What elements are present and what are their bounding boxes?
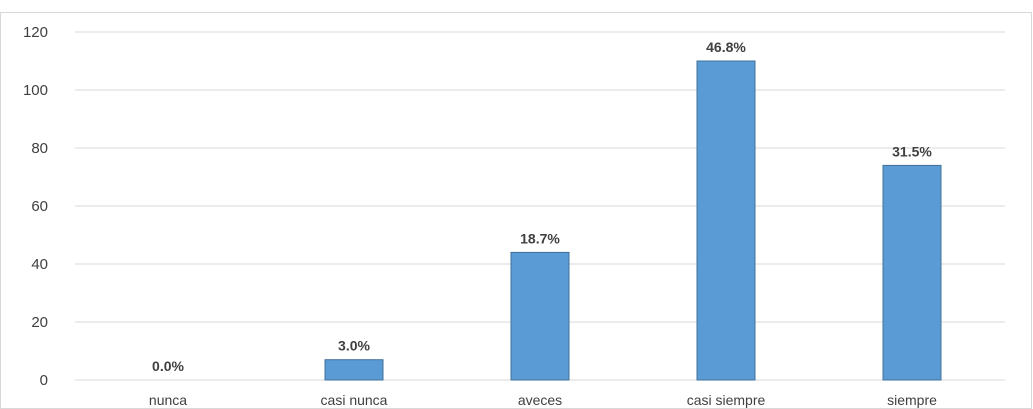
bar-siempre	[882, 164, 942, 381]
bars	[324, 60, 942, 381]
data-label: 31.5%	[892, 143, 932, 159]
data-label: 46.8%	[706, 39, 746, 55]
x-axis-categories: nunca casi nunca aveces casi siempre siempre	[149, 392, 937, 408]
x-category-label: aveces	[518, 392, 562, 408]
y-tick-label: 80	[31, 140, 48, 157]
bar-casi-siempre	[696, 60, 756, 381]
y-tick-label: 0	[40, 372, 48, 389]
y-axis-ticks: 0 20 40 60 80 100 120	[23, 24, 48, 389]
x-category-label: casi siempre	[687, 392, 766, 408]
data-label: 18.7%	[520, 230, 560, 246]
data-label: 3.0%	[338, 338, 370, 354]
data-label: 0.0%	[152, 358, 184, 374]
gridlines	[75, 31, 1005, 381]
x-category-label: siempre	[887, 392, 937, 408]
y-tick-label: 40	[31, 256, 48, 273]
y-tick-label: 100	[23, 82, 48, 99]
y-tick-label: 60	[31, 198, 48, 215]
bar-casi-nunca	[324, 359, 384, 381]
x-category-label: nunca	[149, 392, 187, 408]
x-category-label: casi nunca	[321, 392, 388, 408]
bar-aveces	[510, 251, 570, 381]
y-tick-label: 120	[23, 24, 48, 41]
y-tick-label: 20	[31, 314, 48, 331]
data-labels: 0.0% 3.0% 18.7% 46.8% 31.5%	[152, 39, 932, 374]
